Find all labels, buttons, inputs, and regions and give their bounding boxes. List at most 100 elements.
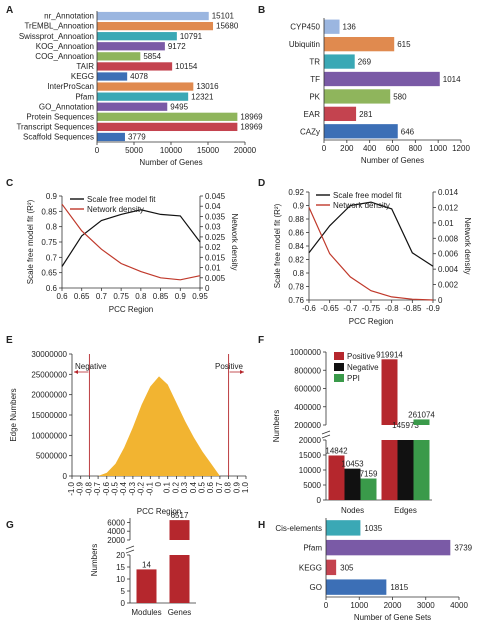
- tick-label-x-b-3: 600: [386, 144, 400, 153]
- tick-label-y-c-0: 0.6: [46, 284, 58, 293]
- tick-label-y-low-f-0: 0: [317, 496, 322, 505]
- category-label-h-3: GO: [310, 583, 322, 592]
- bar-low-f-1-0: [381, 440, 398, 500]
- tick-label-x-a-4: 20000: [234, 146, 257, 155]
- tick-label-x-e-6: -0.4: [119, 481, 128, 495]
- category-label-a-4: COG_Annoation: [35, 52, 94, 61]
- tick-label-y2-c-9: 0.045: [205, 192, 226, 201]
- tick-label-x-h-0: 0: [324, 601, 329, 610]
- tick-label-x-e-16: 0.6: [206, 481, 215, 493]
- tick-label-x-c-4: 0.8: [135, 292, 147, 301]
- tick-label-x-e-11: 0.1: [163, 481, 172, 493]
- tick-label-y2-d-6: 0.012: [438, 203, 459, 212]
- legend-swatch-f-1: [334, 363, 344, 371]
- category-label-g-1: Genes: [168, 608, 192, 617]
- tick-label-y-e-5: 25000000: [31, 370, 67, 379]
- tick-label-x-e-5: -0.5: [111, 481, 120, 495]
- tick-label-x-e-14: 0.4: [189, 481, 198, 493]
- tick-label-y-high-f-0: 200000: [294, 421, 321, 430]
- tick-label-y-d-1: 0.78: [288, 283, 304, 292]
- bar-low-f-1-2: [413, 440, 430, 500]
- bar-g-0: [136, 569, 157, 603]
- axis-title-x-h: Number of Gene Sets: [354, 613, 431, 622]
- tick-label-y-low-g-3: 15: [116, 563, 125, 572]
- bar-high-g-1: [169, 520, 190, 540]
- tick-label-x-e-8: -0.2: [137, 481, 146, 495]
- bar-b-2: [324, 54, 355, 69]
- legend-label-c-1: Network density: [87, 205, 144, 214]
- value-label-f-0-0: 14842: [325, 446, 348, 455]
- value-label-b-3: 1014: [443, 75, 461, 84]
- value-label-a-10: 18969: [240, 112, 263, 121]
- axis-title-x-c: PCC Region: [109, 305, 153, 314]
- bar-b-0: [324, 19, 340, 34]
- axis-title-y-f: Numbers: [272, 410, 281, 442]
- bar-a-3: [97, 42, 165, 51]
- value-label-b-1: 615: [397, 40, 411, 49]
- bar-f-0-0: [328, 455, 345, 500]
- axis-title-x-b: Number of Genes: [361, 156, 424, 165]
- value-label-b-2: 269: [358, 58, 372, 67]
- tick-label-y-e-3: 15000000: [31, 411, 67, 420]
- annotation-positive-e: Positive: [215, 362, 244, 371]
- tick-label-y2-d-5: 0.01: [438, 219, 454, 228]
- tick-label-x-b-1: 200: [340, 144, 354, 153]
- axis-title-x-a: Number of Genes: [139, 158, 202, 167]
- axis-title-y2-c: Network density: [230, 214, 239, 271]
- bar-a-4: [97, 52, 141, 61]
- axis-title-y-d: Scale free model fit (R²): [273, 203, 282, 288]
- tick-label-x-e-18: 0.8: [224, 481, 233, 493]
- axis-title-y-e: Edge Numbers: [9, 388, 18, 441]
- value-label-a-4: 5854: [143, 52, 161, 61]
- category-label-a-3: KOG_Annoation: [36, 42, 94, 51]
- tick-label-x-e-7: -0.3: [128, 481, 137, 495]
- bar-f-0-1: [344, 468, 361, 500]
- value-label-h-1: 3739: [454, 544, 472, 553]
- tick-label-x-b-5: 1000: [429, 144, 447, 153]
- tick-label-x-d-4: -0.8: [385, 304, 399, 313]
- arrowhead-positive-e: [240, 370, 244, 374]
- legend-label-f-0: Positive: [347, 352, 376, 361]
- category-label-a-11: Transcript Sequences: [16, 123, 94, 132]
- tick-label-y-high-f-4: 1000000: [290, 348, 322, 357]
- tick-label-y2-d-2: 0.004: [438, 265, 459, 274]
- bar-a-6: [97, 72, 128, 81]
- category-label-b-2: TR: [309, 58, 320, 67]
- value-label-a-6: 4078: [130, 72, 148, 81]
- tick-label-y-high-g-1: 4000: [107, 527, 125, 536]
- tick-label-y2-c-0: 0: [205, 284, 210, 293]
- tick-label-y-low-f-3: 15000: [299, 451, 322, 460]
- category-label-a-10: Protein Sequences: [26, 112, 94, 121]
- panel-label-c: C: [6, 178, 13, 189]
- tick-label-x-h-2: 2000: [384, 601, 402, 610]
- panel-label-g: G: [6, 520, 14, 531]
- value-label-f-1-2: 261074: [408, 410, 435, 419]
- tick-label-x-h-1: 1000: [350, 601, 368, 610]
- tick-label-y-c-1: 0.65: [41, 269, 57, 278]
- series-line-d-1: [308, 207, 434, 301]
- bar-b-4: [324, 89, 391, 104]
- bar-h-1: [326, 539, 451, 556]
- tick-label-y-d-7: 0.9: [293, 202, 305, 211]
- value-label-f-0-1: 10453: [341, 460, 364, 469]
- bar-h-0: [326, 520, 361, 536]
- category-label-a-7: InterProScan: [47, 82, 94, 91]
- legend-label-f-1: Negative: [347, 363, 379, 372]
- density-area-e: [98, 376, 220, 476]
- tick-label-x-e-12: 0.2: [171, 481, 180, 493]
- tick-label-y-high-f-3: 800000: [294, 366, 321, 375]
- category-label-f-1: Edges: [394, 506, 417, 515]
- axis-title-x-e: PCC Region: [137, 507, 181, 516]
- tick-label-y-d-4: 0.84: [288, 242, 304, 251]
- bar-b-5: [324, 106, 357, 122]
- bar-h-2: [326, 559, 337, 576]
- series-line-c-0: [61, 209, 201, 267]
- value-label-a-12: 3779: [128, 133, 146, 142]
- value-label-h-0: 1035: [364, 524, 382, 533]
- axis-title-y2-d: Network density: [463, 218, 472, 275]
- value-label-f-1-1: 145973: [392, 421, 419, 430]
- category-label-a-2: Swissprot_Annoation: [19, 32, 94, 41]
- value-label-b-0: 136: [343, 23, 357, 32]
- tick-label-x-a-1: 5000: [125, 146, 143, 155]
- tick-label-x-e-2: -0.8: [84, 481, 93, 495]
